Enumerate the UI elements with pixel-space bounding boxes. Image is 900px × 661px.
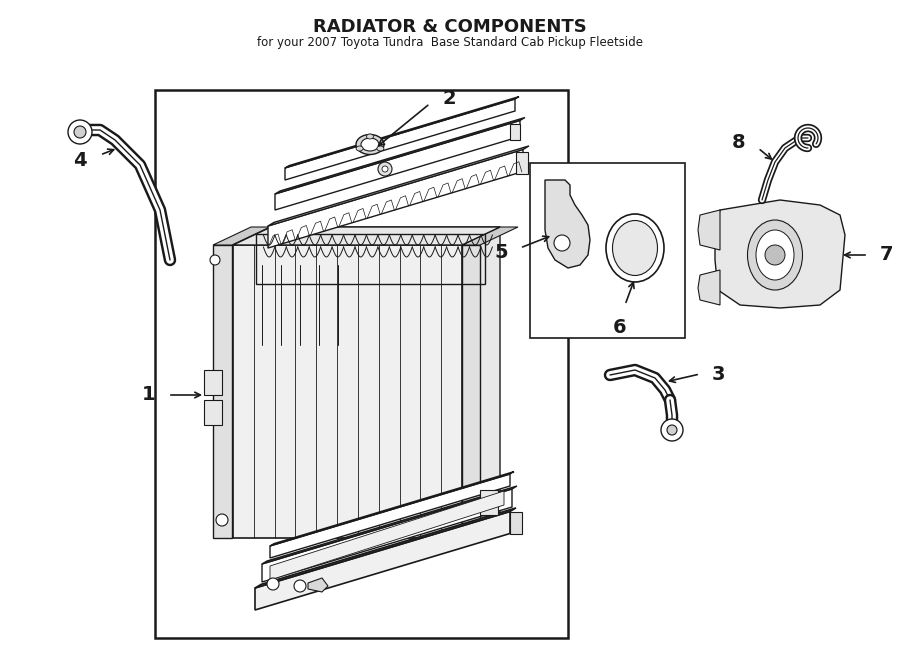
Polygon shape — [233, 227, 500, 245]
Polygon shape — [213, 245, 232, 538]
Polygon shape — [285, 99, 515, 180]
Polygon shape — [270, 474, 510, 558]
Polygon shape — [285, 97, 519, 168]
Text: 8: 8 — [732, 134, 745, 153]
Circle shape — [74, 126, 86, 138]
Polygon shape — [233, 227, 500, 245]
Text: 3: 3 — [712, 364, 725, 383]
Text: for your 2007 Toyota Tundra  Base Standard Cab Pickup Fleetside: for your 2007 Toyota Tundra Base Standar… — [257, 36, 643, 49]
Circle shape — [216, 514, 228, 526]
Polygon shape — [510, 512, 522, 533]
Polygon shape — [462, 245, 480, 538]
Bar — [530, 163, 685, 338]
Bar — [204, 400, 222, 425]
Circle shape — [210, 255, 220, 265]
Circle shape — [378, 162, 392, 176]
Text: 1: 1 — [141, 385, 155, 405]
Bar — [480, 490, 498, 515]
Text: RADIATOR & COMPONENTS: RADIATOR & COMPONENTS — [313, 18, 587, 36]
Polygon shape — [462, 227, 518, 245]
Circle shape — [267, 578, 279, 590]
Circle shape — [479, 504, 491, 516]
Ellipse shape — [748, 220, 803, 290]
Polygon shape — [462, 227, 500, 538]
Text: 2: 2 — [442, 89, 455, 108]
Text: 4: 4 — [74, 151, 87, 169]
Polygon shape — [262, 489, 512, 582]
Ellipse shape — [361, 138, 379, 151]
Polygon shape — [262, 486, 517, 564]
Polygon shape — [270, 491, 504, 580]
Circle shape — [382, 166, 388, 172]
Polygon shape — [698, 210, 720, 250]
Polygon shape — [275, 118, 525, 194]
Text: 5: 5 — [494, 243, 508, 262]
Ellipse shape — [356, 134, 384, 155]
Bar — [204, 370, 222, 395]
Polygon shape — [698, 270, 720, 305]
Ellipse shape — [356, 146, 363, 151]
Ellipse shape — [756, 230, 794, 280]
Polygon shape — [270, 471, 514, 546]
Polygon shape — [516, 151, 528, 174]
Text: 7: 7 — [880, 245, 894, 264]
Text: 6: 6 — [613, 318, 626, 337]
Polygon shape — [715, 200, 845, 308]
Polygon shape — [275, 120, 520, 210]
Bar — [155, 90, 568, 638]
Polygon shape — [308, 578, 328, 592]
Ellipse shape — [613, 221, 658, 276]
Circle shape — [667, 425, 677, 435]
Polygon shape — [213, 227, 270, 245]
Polygon shape — [255, 508, 516, 588]
Circle shape — [661, 419, 683, 441]
Polygon shape — [510, 124, 520, 139]
Polygon shape — [233, 245, 462, 538]
Circle shape — [554, 235, 570, 251]
Polygon shape — [545, 180, 590, 268]
Polygon shape — [268, 149, 523, 248]
Ellipse shape — [366, 134, 373, 139]
Circle shape — [765, 245, 785, 265]
Ellipse shape — [606, 214, 664, 282]
Polygon shape — [268, 146, 529, 226]
Circle shape — [68, 120, 92, 144]
Polygon shape — [255, 512, 510, 610]
Circle shape — [294, 580, 306, 592]
Ellipse shape — [377, 146, 384, 151]
